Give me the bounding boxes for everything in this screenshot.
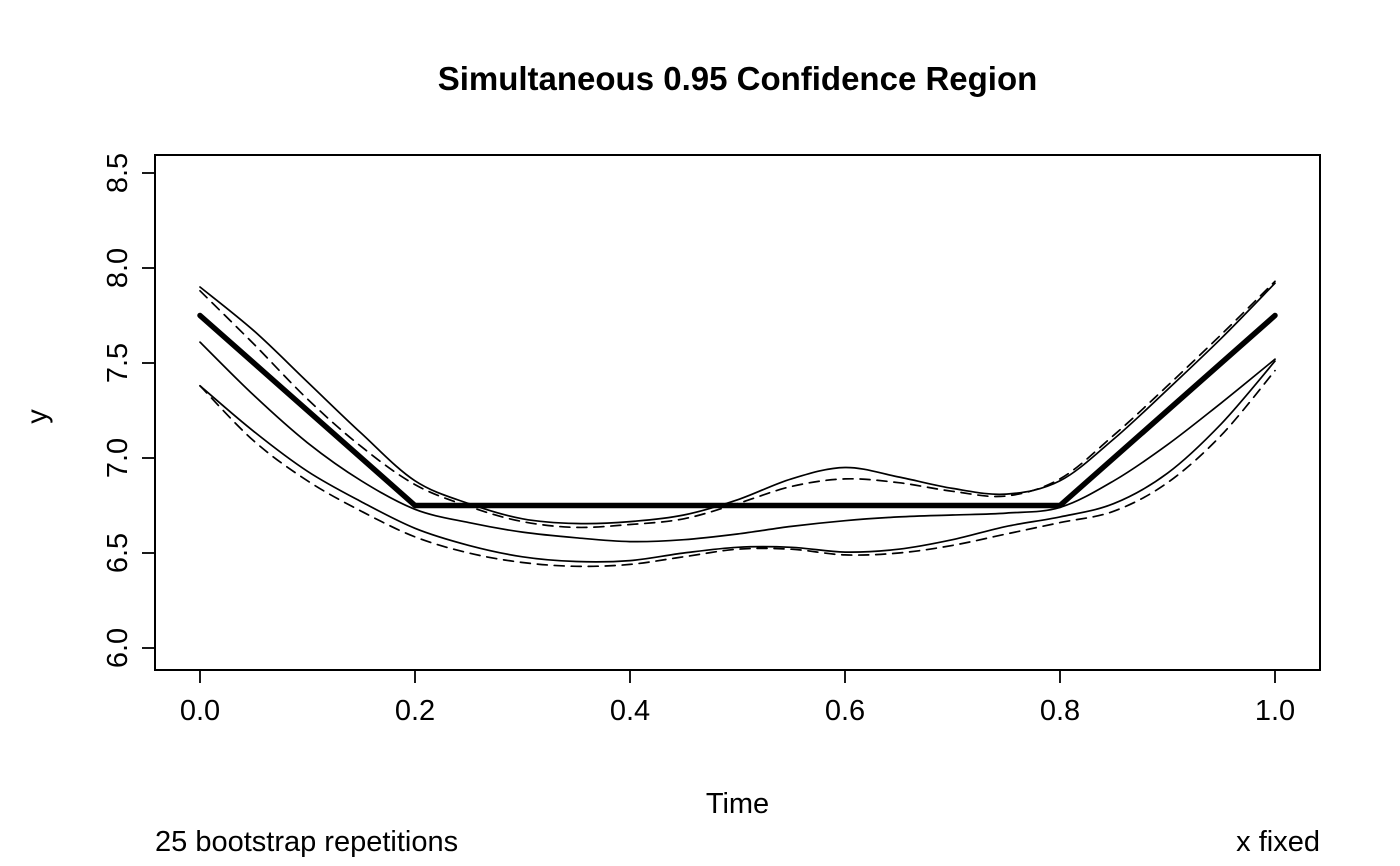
x-tick-label: 0.8 xyxy=(1040,695,1080,727)
series-lower-band-solid xyxy=(199,360,1276,563)
series-lower-band-dashed xyxy=(199,369,1276,568)
y-tick-label: 8.0 xyxy=(102,248,134,288)
y-tick-label: 6.0 xyxy=(102,628,134,668)
series-upper-band-dashed xyxy=(199,280,1276,529)
plot-box xyxy=(154,154,1321,671)
footnote-bootstrap-repetitions: 25 bootstrap repetitions xyxy=(155,826,459,858)
series-estimate xyxy=(197,312,1278,509)
y-tick-label: 7.0 xyxy=(102,438,134,478)
footnote-x-fixed: x fixed xyxy=(1236,826,1320,858)
x-tick-label: 0.0 xyxy=(180,695,220,727)
y-tick-label: 7.5 xyxy=(102,343,134,383)
chart-title: Simultaneous 0.95 Confidence Region xyxy=(437,60,1038,97)
y-tick-label: 8.5 xyxy=(102,153,134,193)
x-tick-label: 1.0 xyxy=(1255,695,1295,727)
x-tick-label: 0.2 xyxy=(395,695,435,727)
series-center-curve-solid xyxy=(199,341,1276,543)
series-upper-band-solid xyxy=(199,282,1276,525)
x-axis-label: Time xyxy=(705,788,770,820)
x-tick-label: 0.4 xyxy=(610,695,650,727)
x-tick-label: 0.6 xyxy=(825,695,865,727)
y-tick-label: 6.5 xyxy=(102,533,134,573)
y-axis-label: y xyxy=(21,409,54,424)
